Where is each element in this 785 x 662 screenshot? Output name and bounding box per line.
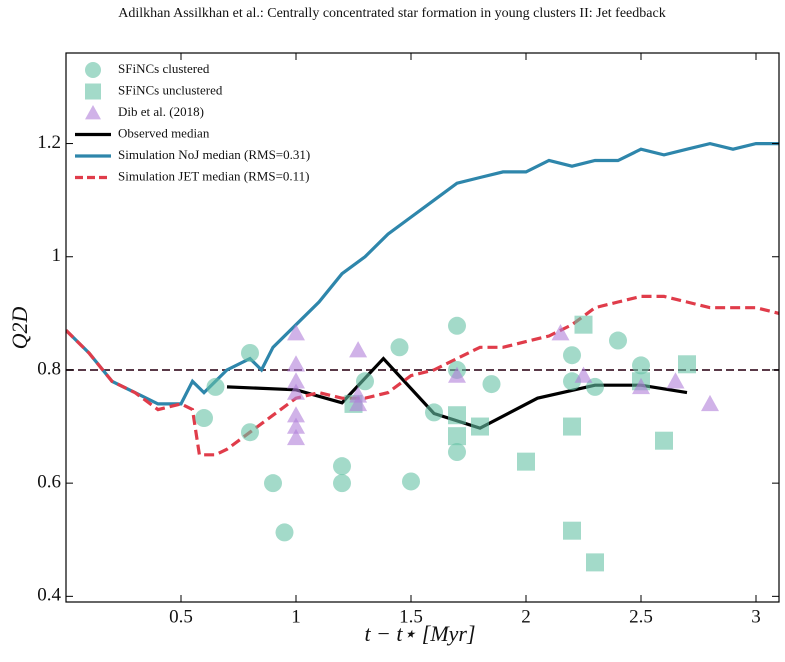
y-tick-label: 0.4: [37, 585, 61, 606]
point: [287, 355, 305, 372]
x-tick-label: 1.5: [399, 606, 423, 627]
median-line: [66, 294, 779, 457]
point: [632, 377, 650, 395]
x-tick-label: 0.5: [169, 606, 193, 627]
page-header: Adilkhan Assilkhan et al.: Centrally con…: [118, 6, 665, 21]
y-tick-label: 0.6: [37, 472, 61, 493]
point: [701, 394, 719, 412]
point: [563, 372, 581, 391]
point: [448, 406, 466, 425]
x-tick-label: 1: [291, 606, 301, 627]
point: [574, 315, 593, 334]
median-line: [66, 141, 779, 406]
point: [206, 377, 225, 396]
plot-frame: [65, 52, 780, 603]
point: [574, 366, 593, 383]
y-axis-label: Q2D: [7, 307, 32, 350]
point: [448, 443, 466, 462]
point: [349, 386, 368, 403]
point: [586, 553, 604, 572]
point: [85, 83, 101, 100]
point: [85, 105, 101, 120]
point: [349, 341, 368, 358]
y-tick-label: 1: [52, 245, 62, 266]
legend-label: SFiNCs unclustered: [118, 82, 223, 97]
point: [425, 403, 443, 422]
x-tick-label: 3: [751, 606, 761, 627]
point: [448, 366, 466, 383]
point: [241, 343, 259, 362]
point: [482, 375, 501, 394]
point: [333, 474, 351, 493]
point: [448, 316, 466, 335]
x-tick-label: 2: [521, 606, 531, 627]
point: [85, 62, 101, 78]
point: [471, 417, 489, 436]
point: [333, 457, 351, 476]
point: [563, 346, 581, 365]
legend-label: Simulation NoJ median (RMS=0.31): [118, 147, 310, 162]
point: [632, 356, 650, 375]
point: [517, 452, 535, 471]
point: [390, 338, 409, 357]
point: [287, 372, 305, 389]
point: [655, 431, 673, 450]
point: [275, 523, 294, 542]
point: [666, 372, 685, 389]
legend-label: SFiNCs clustered: [118, 61, 210, 76]
point: [402, 472, 420, 491]
x-tick-label: 2.5: [629, 606, 653, 627]
point: [287, 324, 305, 341]
legend: SFiNCs clustered SFiNCs unclustered Dib et…: [75, 61, 310, 183]
point: [678, 355, 696, 374]
point: [195, 409, 213, 428]
point: [609, 331, 627, 350]
legend-label: Simulation JET median (RMS=0.11): [118, 168, 310, 183]
point: [241, 423, 259, 442]
point: [349, 394, 368, 412]
point: [448, 427, 466, 446]
point: [287, 428, 305, 446]
y-tick-label: 0.8: [37, 358, 61, 379]
point: [563, 417, 581, 436]
legend-label: Dib et al. (2018): [118, 104, 204, 119]
y-tick-label: 1.2: [37, 132, 61, 153]
point: [287, 406, 305, 423]
legend-label: Observed median: [118, 125, 210, 140]
point: [264, 474, 282, 493]
x-axis-label: t − t⋆ [Myr]: [364, 621, 475, 646]
point: [563, 521, 581, 540]
point: [356, 372, 374, 391]
plot-area: [66, 141, 779, 572]
point: [287, 383, 305, 400]
point: [287, 417, 305, 434]
point: [551, 324, 570, 341]
